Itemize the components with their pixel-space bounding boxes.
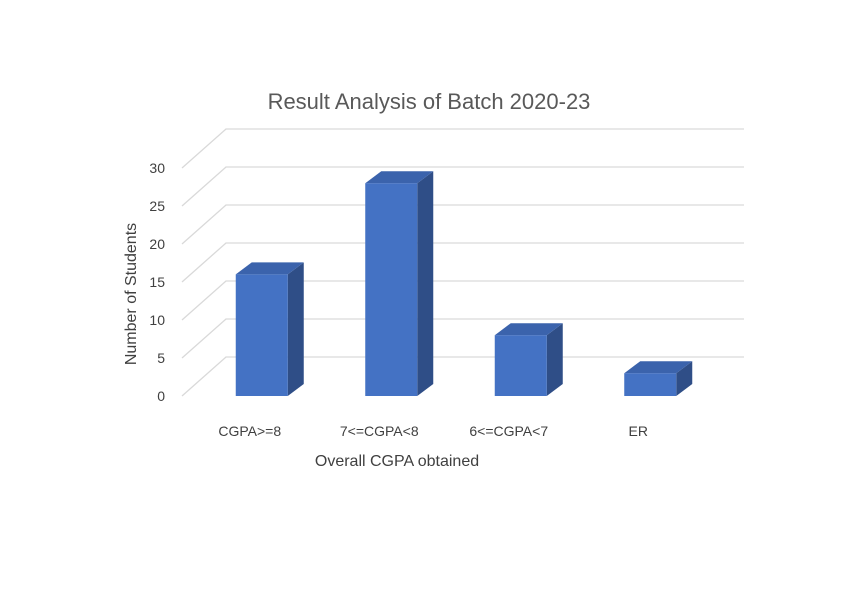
gridline (181, 242, 744, 283)
bar-side (287, 262, 304, 396)
gridline (181, 166, 744, 207)
x-tick-label: 7<=CGPA<8 (340, 423, 419, 439)
bar-front (365, 183, 418, 396)
y-tick-label: 25 (149, 198, 165, 214)
gridline (181, 356, 744, 397)
bar-front (494, 335, 547, 396)
y-tick-label: 20 (149, 236, 165, 252)
bar (624, 361, 693, 396)
bar-front (624, 373, 677, 396)
y-tick-label: 15 (149, 274, 165, 290)
bar (235, 262, 304, 396)
gridlines (181, 128, 744, 397)
y-tick-label: 5 (157, 350, 165, 366)
bar-top (624, 361, 693, 374)
y-tick-label: 10 (149, 312, 165, 328)
gridline (181, 128, 744, 169)
bar-top (494, 323, 563, 336)
bar-front (235, 274, 288, 396)
y-tick-label: 0 (157, 388, 165, 404)
x-tick-label: 6<=CGPA<7 (469, 423, 548, 439)
bar-side (676, 361, 693, 396)
chart-title: Result Analysis of Batch 2020-23 (268, 89, 591, 114)
bar-top (365, 171, 434, 184)
y-axis-title: Number of Students (123, 223, 140, 365)
bar-side (546, 323, 563, 396)
x-axis: CGPA>=8 7<=CGPA<8 6<=CGPA<7 ER (218, 423, 648, 439)
bar-side (417, 171, 434, 396)
gridline (181, 204, 744, 245)
gridline (181, 318, 744, 359)
x-tick-label: CGPA>=8 (218, 423, 281, 439)
x-axis-title: Overall CGPA obtained (315, 453, 479, 470)
gridline (181, 280, 744, 321)
x-tick-label: ER (629, 423, 648, 439)
bar-top (235, 262, 304, 275)
y-tick-label: 30 (149, 160, 165, 176)
bar (365, 171, 434, 396)
bar (494, 323, 563, 396)
y-axis: 0 5 10 15 20 25 30 (149, 160, 165, 404)
bars (235, 171, 693, 396)
